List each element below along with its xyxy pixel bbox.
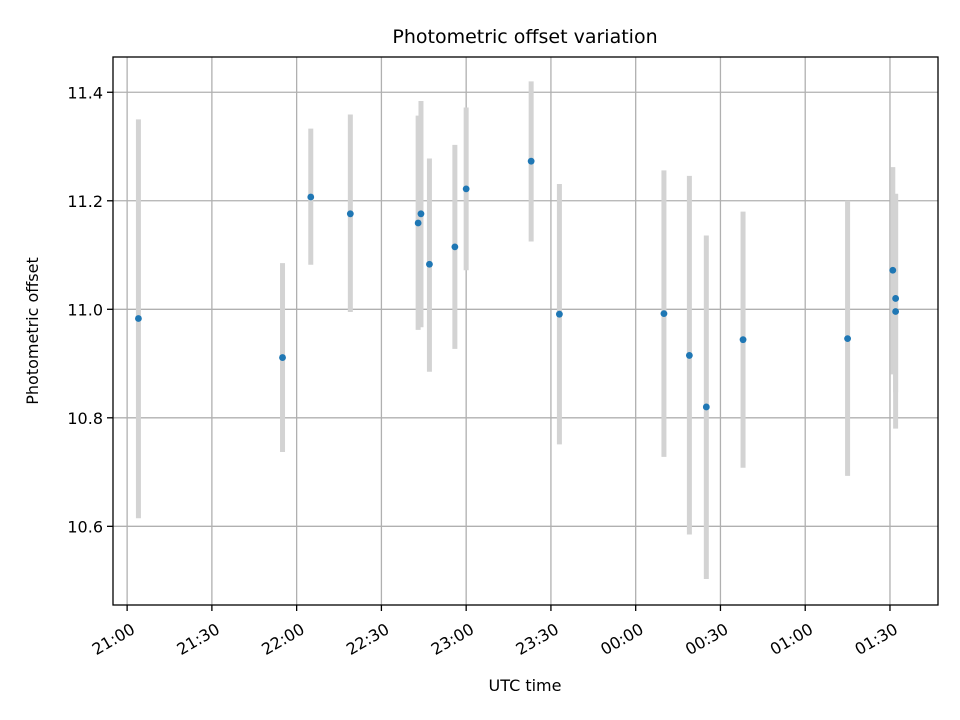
data-point [135,315,142,322]
data-point [685,352,693,359]
data-point [892,295,900,302]
data-point [889,266,897,274]
data-point [417,210,425,218]
plot-frame [112,56,939,606]
data-point [660,310,668,318]
chart-title: Photometric offset variation [392,26,657,48]
x-axis-title: UTC time [489,676,562,695]
y-axis-title: Photometric offset [23,257,42,405]
data-point [346,210,354,218]
data-point [739,336,747,344]
data-point [462,185,470,193]
y-tick-label: 11.4 [67,83,103,102]
y-tick-label: 10.8 [67,409,103,428]
data-point [556,310,563,318]
data-point [414,219,422,227]
data-point [844,335,851,342]
y-tick-label: 11.0 [67,300,103,319]
data-point [307,193,315,201]
data-point [527,157,535,165]
data-point [451,243,459,251]
data-point [426,260,433,268]
data-points [135,157,900,411]
data-point [702,403,710,411]
data-point [892,308,900,315]
y-axis: 10.6 10.8 11.0 11.2 11.4 [67,83,113,536]
grid [113,57,938,605]
y-tick-label: 11.2 [67,192,103,211]
data-point [279,354,286,361]
y-tick-label: 10.6 [67,517,103,536]
